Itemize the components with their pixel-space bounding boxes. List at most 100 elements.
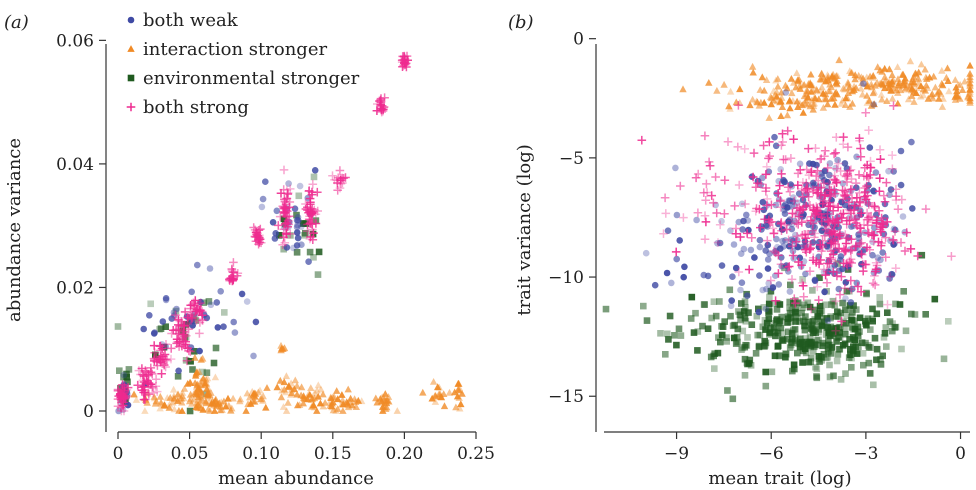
panel-b-point-environmental-stronger — [777, 324, 785, 332]
panel-a-y-label: abundance variance — [4, 138, 25, 322]
panel-a-point-both-strong — [179, 327, 188, 337]
panel-b-point-environmental-stronger — [876, 294, 883, 301]
panel-b-point-interaction-stronger — [841, 101, 850, 108]
panel-a-point-both-weak — [220, 323, 227, 331]
panel-a-point-interaction-stronger — [216, 402, 225, 410]
panel-a-point-interaction-stronger — [160, 401, 169, 408]
panel-b-point-both-strong — [844, 234, 853, 243]
panel-b-point-both-weak — [890, 168, 897, 175]
panel-b-point-both-strong — [845, 256, 854, 266]
panel-a-point-both-strong — [285, 184, 295, 194]
panel-b-point-interaction-stronger — [961, 77, 969, 85]
panel-a-point-interaction-stronger — [319, 402, 327, 410]
panel-b-point-interaction-stronger — [935, 88, 943, 96]
panel-b-point-both-weak — [758, 223, 765, 230]
panel-a-point-interaction-stronger — [277, 393, 286, 401]
panel-b-point-environmental-stronger — [766, 293, 773, 301]
panel-b-point-environmental-stronger — [745, 309, 752, 316]
panel-b-point-environmental-stronger — [865, 344, 873, 351]
legend-marker-environmental-stronger — [127, 74, 135, 82]
panel-a-point-both-strong — [151, 382, 161, 391]
panel-b-point-environmental-stronger — [816, 302, 824, 310]
panel-b-point-environmental-stronger — [869, 317, 876, 325]
panel-a-point-both-strong — [120, 383, 129, 392]
panel-b-point-interaction-stronger — [878, 95, 886, 103]
panel-b-point-interaction-stronger — [748, 62, 757, 70]
panel-a-point-both-strong — [233, 269, 243, 278]
panel-b-point-both-strong — [701, 196, 710, 205]
panel-b-point-both-weak — [775, 281, 783, 288]
panel-b-point-environmental-stronger — [715, 334, 722, 341]
panel-b-point-environmental-stronger — [833, 357, 841, 365]
panel-b-point-interaction-stronger — [892, 86, 901, 94]
panel-b-point-both-strong — [867, 211, 876, 221]
panel-a-point-environmental-stronger — [124, 378, 131, 386]
panel-b-point-both-weak — [847, 299, 855, 306]
panel-b-point-environmental-stronger — [657, 330, 664, 337]
panel-b-point-environmental-stronger — [788, 330, 796, 337]
panel-a-point-both-weak — [269, 219, 277, 226]
panel-b-point-interaction-stronger — [679, 85, 687, 93]
panel-a-point-interaction-stronger — [346, 394, 355, 402]
panel-b-point-both-strong — [902, 228, 911, 237]
panel-b-point-environmental-stronger — [823, 354, 830, 362]
panel-a-point-interaction-stronger — [184, 380, 192, 387]
panel-b-x-tick-label: 0 — [955, 444, 966, 464]
panel-b-point-environmental-stronger — [889, 327, 896, 335]
panel-b-point-environmental-stronger — [882, 324, 890, 331]
panel-b-point-environmental-stronger — [816, 358, 823, 365]
panel-b-point-environmental-stronger — [816, 274, 823, 281]
panel-a-point-interaction-stronger — [307, 396, 315, 403]
panel-b-point-both-strong — [829, 149, 839, 159]
panel-a-point-interaction-stronger — [456, 404, 464, 412]
panel-a-point-both-strong — [227, 264, 237, 274]
panel-b-point-both-strong — [862, 181, 871, 191]
panel-b-point-both-weak — [899, 213, 907, 220]
panel-b-point-environmental-stronger — [717, 338, 724, 346]
panel-b-y-ticks: 0 −5 −10 −15 — [548, 30, 596, 407]
panel-a-point-both-strong — [119, 406, 129, 416]
panel-b-point-both-weak — [773, 235, 780, 243]
panel-b-point-both-strong — [830, 171, 839, 180]
panel-a-point-interaction-stronger — [170, 394, 178, 402]
panel-b-point-both-strong — [831, 296, 841, 306]
panel-b-point-environmental-stronger — [766, 329, 774, 336]
panel-b-point-both-strong — [893, 204, 903, 214]
legend-marker-both-strong — [126, 102, 136, 112]
panel-b-point-interaction-stronger — [813, 86, 821, 94]
panel-b-point-both-strong — [835, 229, 845, 238]
panel-b-point-both-weak — [756, 243, 764, 251]
panel-b-point-both-strong — [831, 257, 840, 266]
panel-b-point-environmental-stronger — [898, 345, 905, 353]
panel-a-point-interaction-stronger — [372, 394, 380, 402]
panel-b-point-both-strong — [788, 241, 797, 251]
panel-b-point-environmental-stronger — [863, 321, 870, 329]
panel-b-point-both-strong — [736, 232, 745, 242]
panel-b-point-both-strong — [786, 154, 796, 163]
panel-b-point-interaction-stronger — [905, 85, 913, 93]
panel-b-point-interaction-stronger — [924, 94, 932, 102]
panel-a-point-environmental-stronger — [123, 370, 130, 378]
panel-b-point-both-strong — [811, 171, 821, 181]
panel-b-point-both-strong — [876, 222, 886, 232]
panel-b-point-interaction-stronger — [848, 87, 857, 95]
panel-b-point-environmental-stronger — [911, 311, 919, 318]
panel-a-point-interaction-stronger — [202, 399, 210, 407]
panel-a-point-interaction-stronger — [435, 383, 443, 391]
panel-b-point-both-strong — [856, 208, 866, 218]
panel-b-point-both-strong — [829, 246, 838, 255]
panel-b-point-both-strong — [763, 236, 772, 245]
panel-b-point-interaction-stronger — [810, 99, 819, 107]
panel-b-point-environmental-stronger — [765, 307, 773, 314]
panel-b-point-both-weak — [879, 249, 886, 256]
panel-b-point-environmental-stronger — [808, 321, 816, 329]
panel-b-point-both-weak — [700, 271, 708, 279]
panel-b-point-both-strong — [872, 218, 882, 228]
panel-b-point-both-strong — [865, 212, 875, 222]
panel-b-point-environmental-stronger — [673, 341, 680, 349]
panel-a-point-environmental-stronger — [192, 317, 200, 324]
panel-a-point-both-strong — [285, 202, 294, 212]
panel-b-point-interaction-stronger — [773, 88, 781, 96]
panel-b-point-both-strong — [788, 251, 798, 260]
panel-a-point-both-weak — [252, 318, 260, 326]
